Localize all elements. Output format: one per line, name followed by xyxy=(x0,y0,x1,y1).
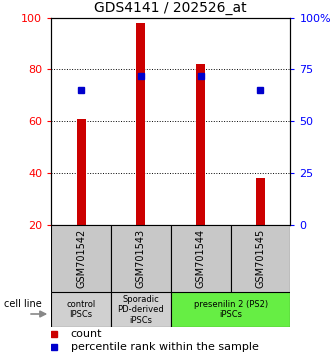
Bar xyxy=(111,225,171,292)
Text: count: count xyxy=(71,329,102,339)
Bar xyxy=(231,225,290,292)
Text: cell line: cell line xyxy=(4,299,42,309)
Text: GSM701543: GSM701543 xyxy=(136,229,146,288)
Text: GSM701545: GSM701545 xyxy=(255,229,266,288)
Text: control
IPSCs: control IPSCs xyxy=(66,300,96,319)
Bar xyxy=(77,119,85,225)
Bar xyxy=(196,64,205,225)
Bar xyxy=(51,292,111,327)
Title: GDS4141 / 202526_at: GDS4141 / 202526_at xyxy=(94,1,247,15)
Text: Sporadic
PD-derived
iPSCs: Sporadic PD-derived iPSCs xyxy=(117,295,164,325)
Bar xyxy=(171,292,290,327)
Text: GSM701542: GSM701542 xyxy=(76,229,86,288)
Bar xyxy=(171,225,231,292)
Bar xyxy=(136,23,145,225)
Text: GSM701544: GSM701544 xyxy=(196,229,206,288)
Bar xyxy=(51,225,111,292)
Text: presenilin 2 (PS2)
iPSCs: presenilin 2 (PS2) iPSCs xyxy=(193,300,268,319)
Bar xyxy=(256,178,265,225)
Text: percentile rank within the sample: percentile rank within the sample xyxy=(71,342,258,352)
Bar xyxy=(111,292,171,327)
